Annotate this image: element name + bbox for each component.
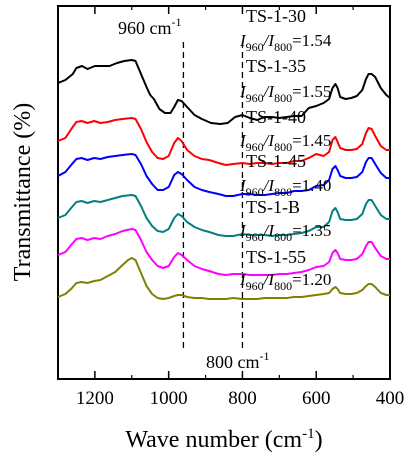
- x-tick-label: 400: [376, 388, 405, 409]
- ratio-label: I960/I800=1.55: [239, 82, 331, 105]
- series-line: [57, 228, 390, 276]
- x-tick-label: 800: [228, 388, 257, 409]
- ratio-label: I960/I800=1.45: [239, 131, 331, 154]
- ratio-label: I960/I800=1.54: [239, 31, 332, 54]
- series-line: [57, 117, 390, 166]
- series-line: [57, 153, 390, 197]
- x-axis-ticks: 1200 1000 800 600 400: [57, 6, 405, 409]
- series-line: [57, 194, 390, 237]
- ratio-label: I960/I800=1.40: [239, 176, 331, 199]
- x-tick-label: 1000: [150, 388, 188, 409]
- ratio-label: I960/I800=1.20: [239, 270, 331, 293]
- annotation-960: 960 cm-1: [118, 15, 182, 38]
- series-name-label: TS-1-B: [246, 197, 300, 217]
- series-name-label: TS-1-40: [246, 107, 306, 127]
- series-line: [57, 59, 391, 125]
- plot-frame: [57, 5, 391, 380]
- series-name-label: TS-1-30: [246, 6, 306, 26]
- x-tick-label: 600: [302, 388, 331, 409]
- series-name-label: TS-1-45: [246, 151, 306, 171]
- x-tick-label: 1200: [76, 388, 114, 409]
- series-line: [57, 257, 390, 300]
- series-name-label: TS-1-35: [246, 56, 306, 76]
- ratio-label: I960/I800=1.35: [239, 221, 331, 244]
- series-group: [57, 59, 391, 300]
- annotation-800: 800 cm-1: [206, 349, 270, 372]
- y-axis-title: Transmittance (%): [10, 103, 36, 281]
- x-axis-title: Wave number (cm-1): [125, 426, 322, 453]
- series-name-label: TS-1-55: [246, 247, 306, 267]
